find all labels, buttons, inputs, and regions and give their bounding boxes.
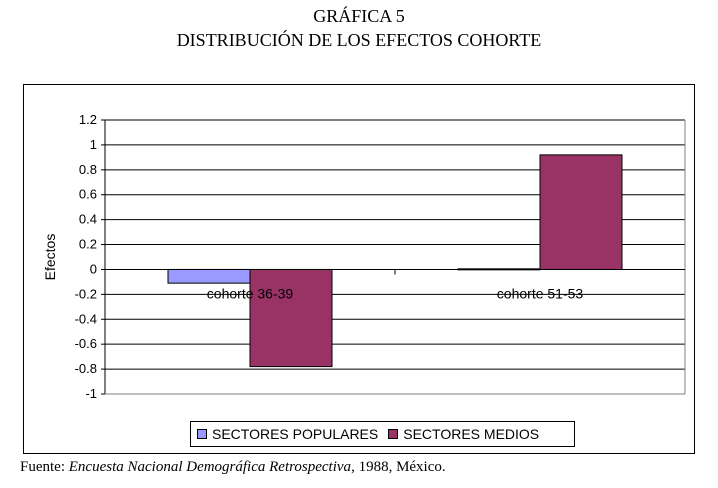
y-tick-label: 1 (90, 137, 97, 152)
x-category-label: cohorte 36-39 (207, 285, 294, 301)
bar-sectores-populares-0 (167, 268, 251, 284)
y-axis-label: Efectos (42, 234, 58, 281)
legend: SECTORES POPULARES SECTORES MEDIOS (190, 421, 575, 447)
y-tick-label: -1 (85, 386, 97, 401)
legend-swatch-populares (197, 429, 207, 439)
bar-sectores-medios-0 (249, 268, 333, 368)
chart-frame (23, 84, 695, 454)
y-tick-label: 0.8 (79, 162, 97, 177)
source-italic: Encuesta Nacional Demográfica Retrospect… (68, 459, 352, 475)
legend-label-medios: SECTORES MEDIOS (403, 426, 540, 442)
y-tick-label: -0.6 (75, 336, 97, 351)
y-tick-label: 0.4 (79, 212, 97, 227)
legend-swatch-medios (388, 429, 399, 439)
chart-subtitle: DISTRIBUCIÓN DE LOS EFECTOS COHORTE (176, 30, 542, 50)
source-prefix: Fuente: (20, 459, 69, 475)
legend-label-populares: SECTORES POPULARES (212, 426, 379, 442)
source-suffix: , 1988, México. (351, 459, 446, 475)
y-tick-label: -0.8 (75, 361, 97, 376)
legend-item-medios: SECTORES MEDIOS (388, 426, 539, 442)
chart-title: GRÁFICA 5 (313, 6, 405, 26)
x-category-label: cohorte 51-53 (497, 285, 584, 301)
y-tick-label: 0 (90, 261, 97, 276)
y-tick-label: -0.4 (75, 311, 97, 326)
y-tick-label: 0.6 (79, 187, 97, 202)
y-tick-label: -0.2 (75, 286, 97, 301)
legend-item-populares: SECTORES POPULARES (197, 426, 378, 442)
source-note: Fuente: Encuesta Nacional Demográfica Re… (20, 459, 446, 476)
y-tick-label: 1.2 (79, 112, 97, 127)
bar-sectores-medios-1 (539, 154, 623, 270)
y-tick-label: 0.2 (79, 237, 97, 252)
